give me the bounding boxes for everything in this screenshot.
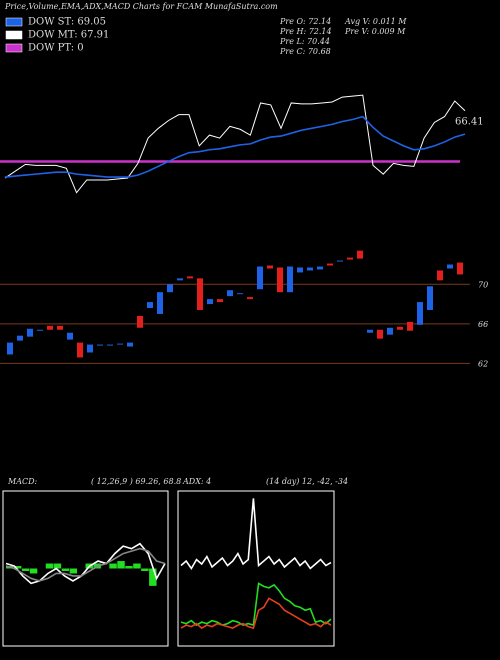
candle-body — [177, 278, 183, 281]
series-line — [4, 115, 466, 178]
histogram-bar — [13, 566, 22, 569]
candle-body — [197, 278, 203, 310]
candle-body — [117, 343, 123, 345]
candle-body — [217, 299, 223, 303]
candle-body — [17, 335, 23, 341]
panel-title: ADX: 4 — [182, 477, 211, 486]
series-line — [180, 498, 332, 570]
candle-body — [317, 266, 323, 270]
candle-body — [367, 329, 373, 333]
candle-body — [187, 276, 193, 279]
candle-body — [127, 342, 133, 347]
candle-body — [447, 264, 453, 269]
series-line — [5, 542, 166, 585]
candle-body — [147, 302, 153, 309]
candle-body — [437, 270, 443, 281]
legend-swatch — [5, 43, 23, 53]
histogram-bar — [109, 563, 117, 569]
histogram-bar — [45, 563, 54, 569]
page-title: Price,Volume,EMA,ADX,MACD Charts for FCA… — [4, 2, 278, 11]
candle-body — [27, 328, 33, 337]
candle-body — [97, 344, 103, 346]
histogram-bar — [29, 568, 38, 574]
candle-body — [167, 284, 173, 293]
candle-body — [277, 267, 283, 293]
candle-body — [377, 329, 383, 339]
panel-title: MACD: — [7, 477, 38, 486]
series-line — [180, 597, 332, 630]
candle-body — [207, 299, 213, 305]
info-text: Avg V: 0.011 M — [344, 17, 407, 26]
candle-body — [247, 297, 253, 300]
legend-label: DOW ST: 69.05 — [28, 17, 106, 28]
info-text: Pre L: 70.44 — [279, 37, 330, 46]
info-text: Pre V: 0.009 M — [344, 27, 406, 36]
legend-label: DOW MT: 67.91 — [28, 30, 109, 41]
candle-body — [157, 292, 163, 314]
histogram-bar — [141, 568, 149, 571]
candle-body — [387, 327, 393, 335]
candle-body — [427, 286, 433, 310]
candle-body — [7, 342, 13, 355]
candle-body — [227, 290, 233, 297]
series-line — [4, 94, 466, 194]
candle-body — [297, 267, 303, 273]
legend-swatch — [5, 17, 23, 27]
histogram-bar — [21, 568, 30, 571]
y-tick-label: 66 — [478, 320, 488, 329]
candle-body — [417, 302, 423, 325]
candle-body — [37, 329, 43, 331]
panel-subtitle: (14 day) 12, -42, -34 — [266, 477, 348, 486]
histogram-bar — [133, 563, 141, 569]
legend-label: DOW PT: 0 — [28, 43, 84, 54]
adx-frame — [177, 490, 335, 647]
candle-body — [267, 265, 273, 269]
candle-body — [237, 293, 243, 295]
candle-body — [57, 325, 63, 330]
histogram-bar — [117, 561, 125, 569]
histogram-bar — [69, 568, 78, 574]
candle-body — [397, 326, 403, 330]
y-tick-label: 62 — [478, 359, 488, 368]
candle-body — [287, 266, 293, 293]
histogram-bar — [125, 566, 133, 569]
legend-swatch — [5, 30, 23, 40]
candle-body — [307, 267, 313, 271]
candle-body — [47, 325, 53, 330]
info-text: Pre C: 70.68 — [279, 47, 331, 56]
candle-body — [137, 315, 143, 328]
candle-body — [457, 262, 463, 275]
candle-body — [327, 263, 333, 266]
candle-body — [407, 321, 413, 331]
y-tick-label: 70 — [478, 280, 488, 289]
candle-body — [87, 344, 93, 353]
candle-body — [347, 257, 353, 260]
macd-frame — [2, 490, 169, 647]
info-text: Pre O: 72.14 — [279, 17, 331, 26]
info-text: Pre H: 72.14 — [279, 27, 332, 36]
candle-body — [67, 332, 73, 340]
series-line — [5, 547, 166, 582]
panel-subtitle: ( 12,26,9 ) 69.26, 68.8 — [91, 477, 181, 486]
histogram-bar — [149, 568, 157, 586]
candle-body — [357, 250, 363, 259]
histogram-bar — [53, 563, 62, 569]
histogram-bar — [61, 568, 70, 571]
candle-body — [107, 344, 113, 346]
last-value-label: 66.41 — [455, 117, 484, 128]
series-line — [180, 582, 332, 627]
candle-body — [77, 342, 83, 358]
candle-body — [257, 266, 263, 290]
candle-body — [337, 260, 343, 262]
